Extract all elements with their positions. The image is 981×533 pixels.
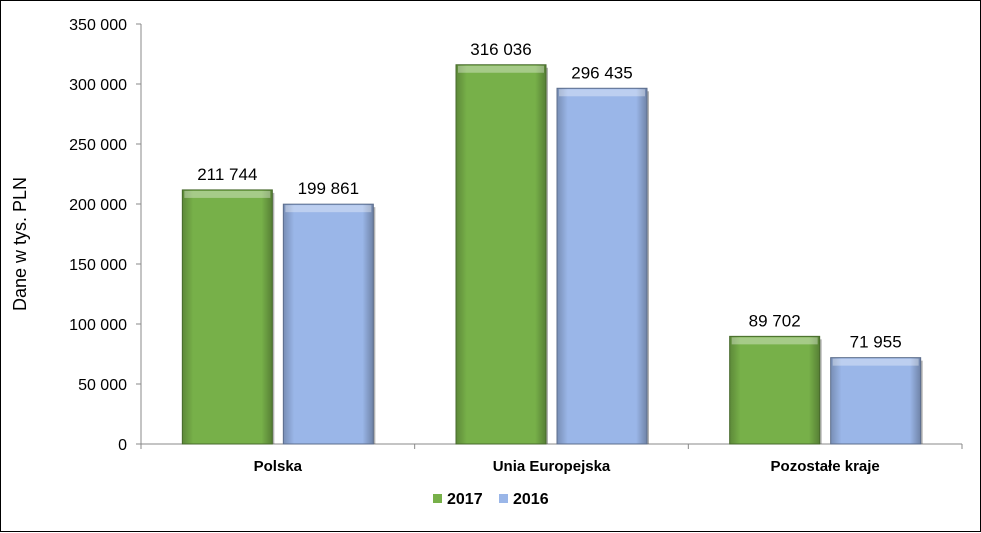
data-label: 211 744 [197,165,257,184]
bar-highlight [285,205,372,213]
bar-highlight [559,89,645,97]
data-label: 296 435 [571,63,632,82]
bar-2017 [455,64,547,445]
y-tick-label: 150 000 [69,257,127,274]
bar-2017 [729,335,821,445]
bar-highlight [458,65,544,73]
y-tick-label: 0 [118,437,127,454]
x-category-label: Unia Europejska [493,458,611,475]
data-label: 316 036 [470,40,531,59]
y-tick-label: 200 000 [69,197,127,214]
y-tick-label: 250 000 [69,137,127,154]
data-label: 89 702 [749,311,801,330]
bar-2016 [282,203,374,445]
x-category-label: Polska [254,458,303,475]
bar-highlight [832,358,919,366]
legend-label: 2016 [513,491,549,508]
y-tick-label: 100 000 [69,317,127,334]
bar-2016 [556,87,648,445]
legend-swatch-2016 [499,494,508,503]
y-tick-label: 50 000 [78,377,127,394]
bar-2016 [830,357,922,445]
legend-swatch-2017 [433,494,442,503]
y-axis-title: Dane w tys. PLN [10,177,30,311]
data-label: 199 861 [298,179,359,198]
x-category-label: Pozostałe kraje [771,458,880,475]
y-tick-label: 350 000 [69,17,127,34]
legend-label: 2017 [447,491,483,508]
data-label: 71 955 [850,333,902,352]
y-tick-label: 300 000 [69,77,127,94]
bar-2017 [181,189,273,445]
bar-highlight [731,337,818,345]
bar-highlight [184,190,271,198]
